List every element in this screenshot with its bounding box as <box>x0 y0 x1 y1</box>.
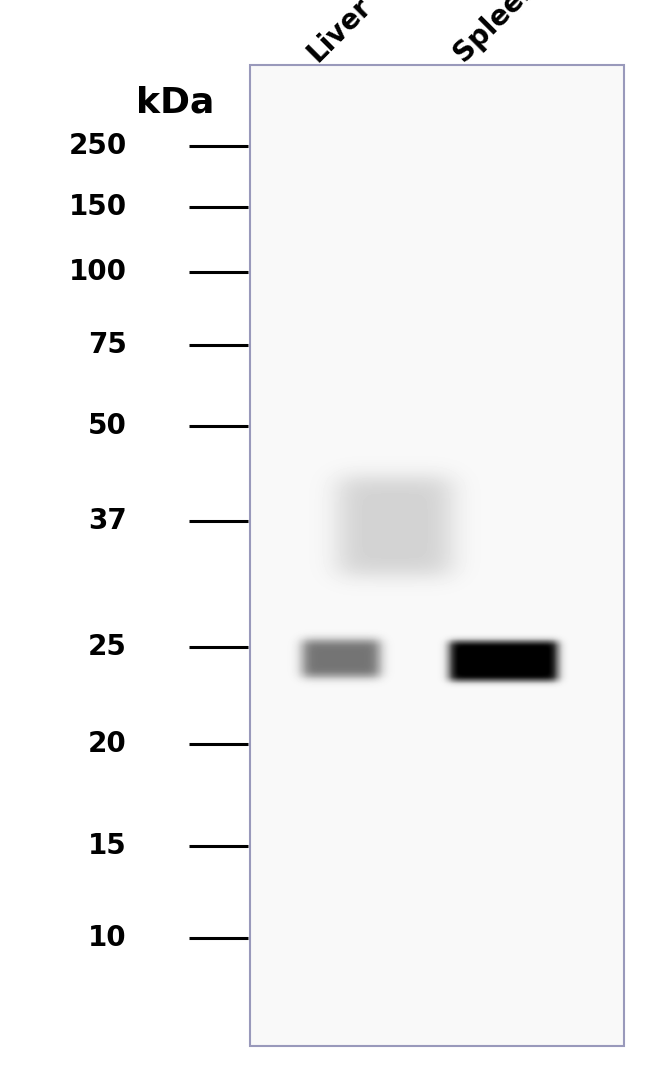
Text: 75: 75 <box>88 331 127 359</box>
Text: 20: 20 <box>88 730 127 758</box>
Text: 100: 100 <box>69 258 127 286</box>
Text: 50: 50 <box>88 412 127 440</box>
Text: 10: 10 <box>88 924 127 952</box>
Text: 150: 150 <box>69 193 127 221</box>
Text: 15: 15 <box>88 832 127 860</box>
Text: 37: 37 <box>88 507 127 535</box>
Text: 250: 250 <box>68 132 127 160</box>
Text: kDa: kDa <box>136 85 214 120</box>
Text: 25: 25 <box>88 633 127 661</box>
Text: Liver: Liver <box>302 0 377 67</box>
Text: Spleen: Spleen <box>448 0 543 67</box>
